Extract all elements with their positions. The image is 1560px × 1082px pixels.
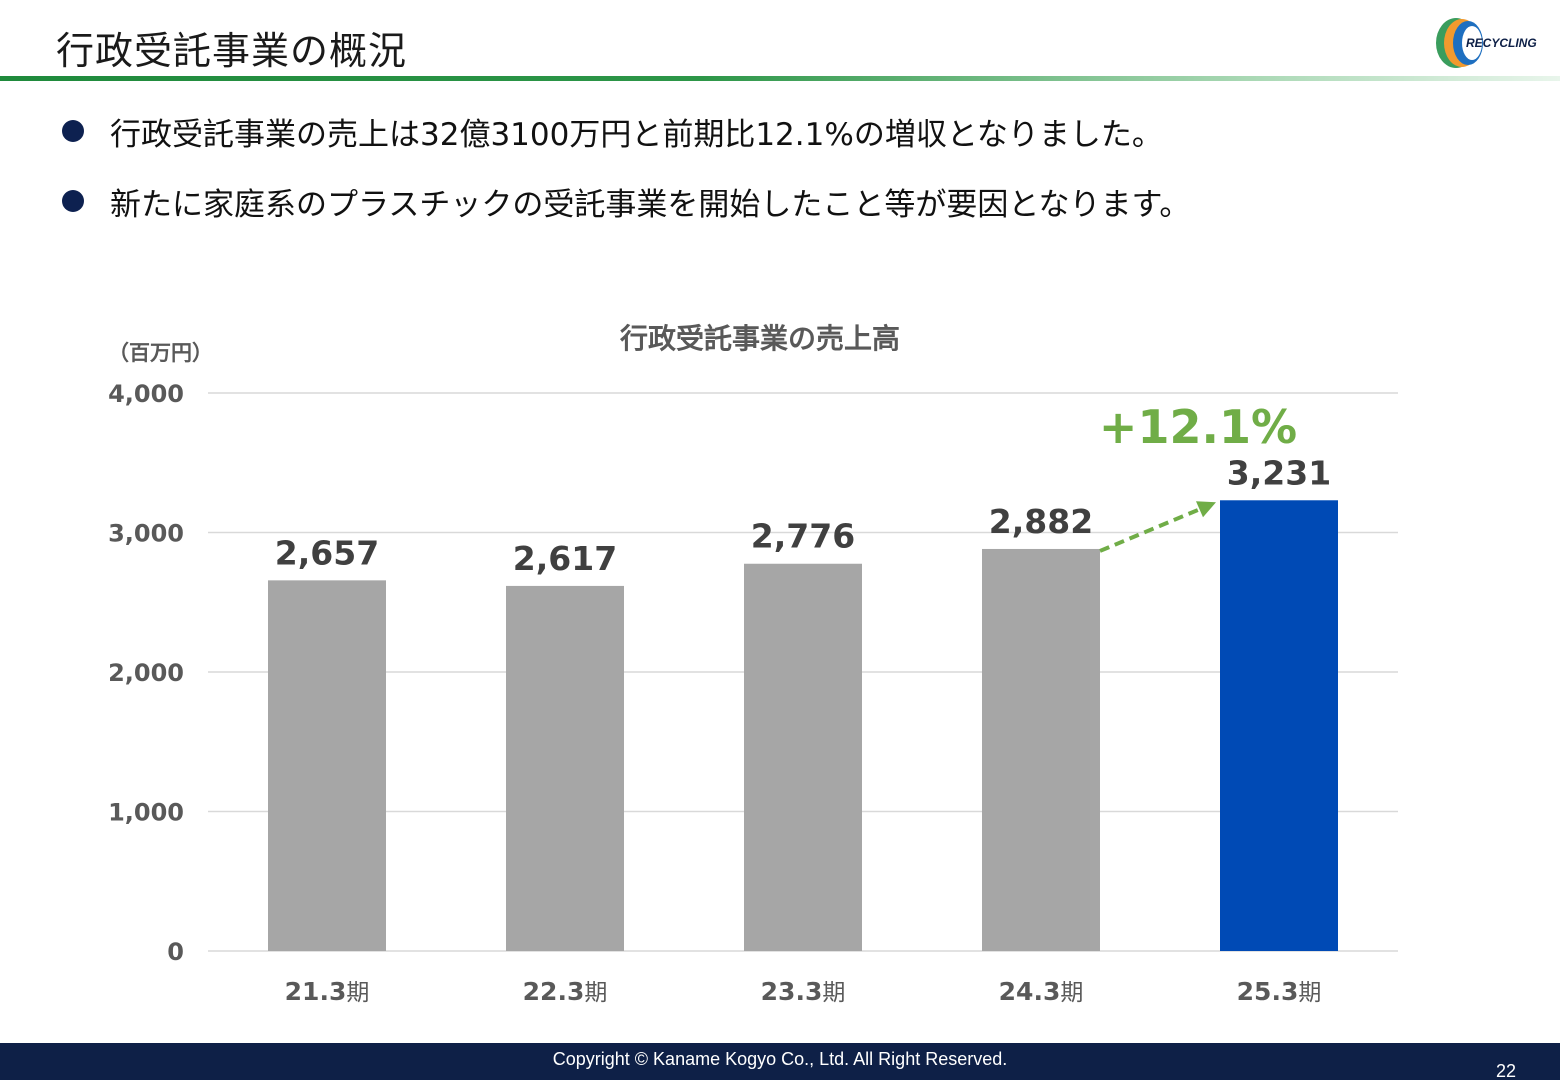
logo-text: RECYCLING	[1466, 36, 1537, 50]
value-label: 2,882	[989, 502, 1093, 541]
y-axis-unit-label: （百万円）	[108, 341, 213, 365]
x-tick-label: 25.3期	[1237, 977, 1322, 1006]
bullet-item: 新たに家庭系のプラスチックの受託事業を開始したこと等が要因となります。	[62, 178, 1190, 224]
bar-24.3	[982, 548, 1100, 951]
x-tick-label: 23.3期	[761, 977, 846, 1006]
y-tick-label: 4,000	[108, 380, 184, 408]
y-tick-label: 0	[167, 938, 184, 966]
value-label: 3,231	[1227, 453, 1331, 492]
bullet-text: 行政受託事業の売上は32億3100万円と前期比12.1%の増収となりました。	[110, 116, 1163, 153]
value-label: 2,776	[751, 517, 855, 556]
x-tick-label: 21.3期	[285, 977, 370, 1006]
bar-25.3	[1220, 500, 1338, 951]
recycling-logo: RECYCLING	[1436, 18, 1537, 68]
y-tick-label: 2,000	[108, 659, 184, 687]
y-axis-ticks: 0 1,000 2,000 3,000 4,000	[108, 380, 184, 966]
y-tick-label: 1,000	[108, 799, 184, 827]
growth-arrow-line	[1099, 506, 1203, 553]
bar-22.3	[506, 585, 624, 951]
x-tick-label: 22.3期	[523, 977, 608, 1006]
value-label: 2,617	[513, 539, 617, 578]
bullet-list: 行政受託事業の売上は32億3100万円と前期比12.1%の増収となりました。 新…	[62, 108, 1190, 248]
bullet-text: 新たに家庭系のプラスチックの受託事業を開始したこと等が要因となります。	[110, 186, 1191, 223]
growth-rate-label: +12.1%	[1099, 400, 1297, 454]
value-labels: 2,657 2,617 2,776 2,882 3,231	[275, 453, 1331, 578]
x-axis-ticks: 21.3期 22.3期 23.3期 24.3期 25.3期	[285, 977, 1322, 1006]
y-tick-label: 3,000	[108, 520, 184, 548]
bullet-item: 行政受託事業の売上は32億3100万円と前期比12.1%の増収となりました。	[62, 108, 1190, 154]
page-number: 22	[1495, 1061, 1516, 1081]
bars	[268, 500, 1338, 951]
growth-arrow-head-icon	[1196, 501, 1216, 518]
x-tick-label: 24.3期	[999, 977, 1084, 1006]
sales-bar-chart: 行政受託事業の売上高 （百万円） 0 1,000 2,000 3,000 4,000 2…	[108, 322, 1398, 1006]
growth-annotation: +12.1%	[1099, 400, 1297, 553]
chart-title: 行政受託事業の売上高	[619, 322, 900, 355]
page-title: 行政受託事業の概況	[56, 29, 408, 73]
footer: Copyright © Kaname Kogyo Co., Ltd. All R…	[0, 1043, 1560, 1081]
bullet-dot-icon	[62, 120, 84, 142]
copyright-text: Copyright © Kaname Kogyo Co., Ltd. All R…	[552, 1049, 1008, 1069]
bullet-dot-icon	[62, 190, 84, 212]
bar-21.3	[268, 580, 386, 951]
title-rule	[0, 76, 1560, 81]
bar-23.3	[744, 563, 862, 951]
value-label: 2,657	[275, 533, 379, 572]
